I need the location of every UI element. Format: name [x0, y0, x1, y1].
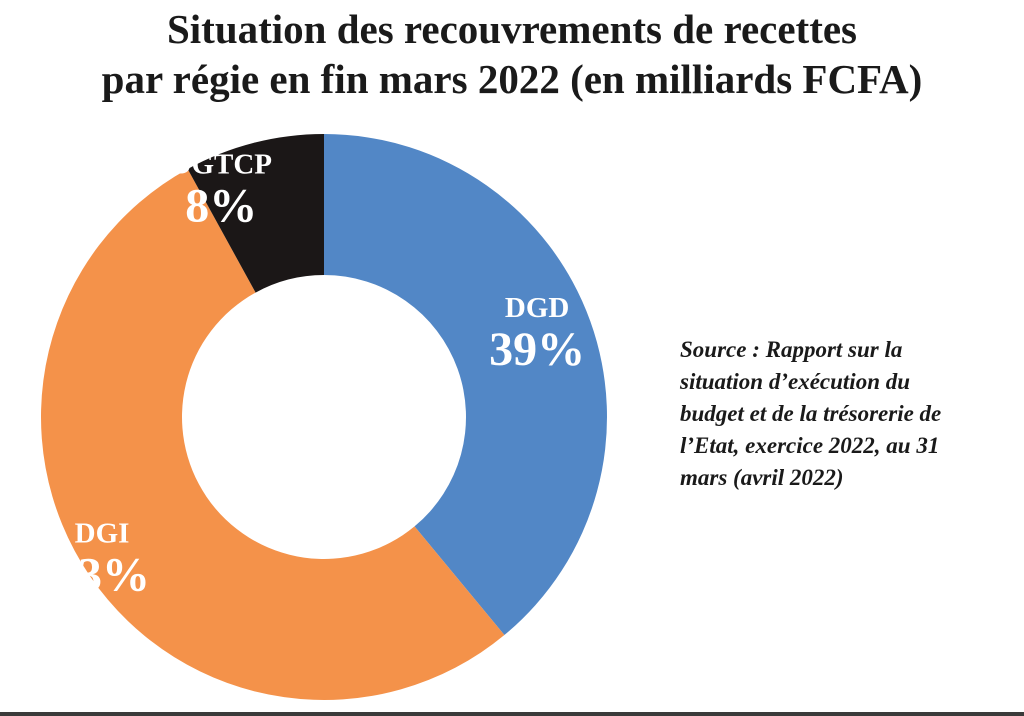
slice-label-dgi: DGI [75, 518, 130, 550]
slice-label-dgtcp: DGTCP [171, 149, 273, 181]
slice-dgtcp [187, 134, 324, 293]
slice-label-dgd: DGD [505, 292, 569, 324]
slice-value-dgi: 53% [54, 549, 150, 602]
source-line-4: l’Etat, exercice 2022, au 31 [680, 433, 940, 458]
source-line-3: budget et de la trésorerie de [680, 401, 942, 426]
slice-value-dgtcp: 8% [185, 180, 257, 233]
chart-title-line-2: par régie en fin mars 2022 (en milliards… [101, 56, 923, 102]
source-line-2: situation d’exécution du [680, 369, 911, 394]
chart-title: Situation des recouvrements de recettes … [0, 4, 1024, 104]
bottom-divider [0, 712, 1024, 716]
donut-slices [40, 134, 607, 701]
slice-dgi [40, 169, 505, 701]
source-line-5: mars (avril 2022) [680, 465, 844, 490]
slice-value-dgd: 39% [489, 323, 585, 376]
source-line-1: Source : Rapport sur la [680, 337, 903, 362]
slice-dgd [324, 134, 607, 636]
chart-title-line-1: Situation des recouvrements de recettes [166, 6, 858, 52]
source-note: Source : Rapport sur la situation d’exéc… [680, 334, 1020, 494]
